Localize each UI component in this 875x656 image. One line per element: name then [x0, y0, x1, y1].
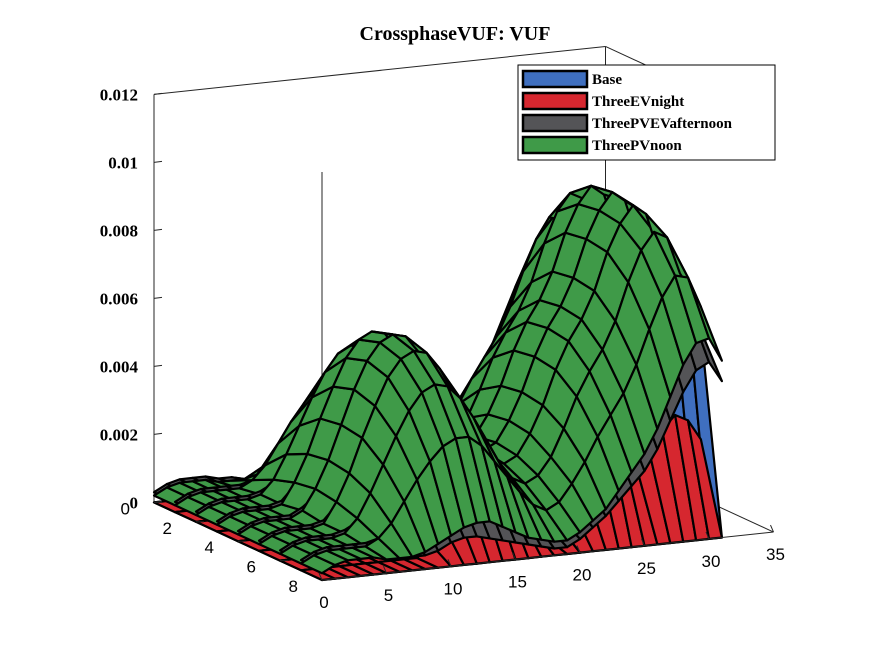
z-tick-mark	[153, 228, 163, 231]
x-tick-mark	[576, 545, 581, 553]
y-tick-label: 6	[247, 558, 256, 577]
x-tick-label: 10	[444, 579, 463, 598]
x-tick-label: 25	[637, 559, 656, 578]
x-tick-label: 35	[766, 545, 785, 564]
legend-label-threepvevafternoon: ThreePVEVafternoon	[592, 116, 733, 132]
surfaces	[152, 184, 724, 582]
x-tick-mark	[318, 572, 323, 581]
front-floor-edge	[321, 531, 774, 581]
z-tick-label: 0.002	[100, 425, 138, 444]
z-tick-mark	[153, 296, 163, 299]
x-tick-label: 30	[702, 552, 721, 571]
x-tick-mark	[512, 552, 516, 560]
surface-patch-threepvnoon	[686, 276, 724, 362]
x-tick-label: 15	[508, 572, 527, 591]
x-tick-mark	[447, 559, 452, 567]
z-tick-mark	[153, 160, 163, 163]
legend-entry-threepvevafternoon: ThreePVEVafternoon	[521, 113, 733, 133]
z-tick-mark	[153, 432, 163, 435]
legend-entry-threepvnoon: ThreePVnoon	[521, 135, 682, 155]
y-tick-label: 2	[163, 519, 172, 538]
legend-swatch-threepvevafternoon	[521, 113, 589, 133]
legend-swatch-threeevnight	[521, 91, 589, 111]
x-tick-mark	[383, 565, 387, 574]
x-tick-label: 20	[573, 566, 592, 585]
legend-label-threepvnoon: ThreePVnoon	[592, 138, 682, 154]
legend-entry-base: Base	[521, 69, 622, 89]
x-tick-mark	[641, 538, 645, 546]
chart-title: CrossphaseVUF: VUF	[360, 23, 551, 45]
x-tick-mark	[770, 524, 774, 533]
y-tick-label: 0	[121, 499, 130, 518]
z-tick-label: 0.004	[100, 357, 139, 376]
z-tick-label: 0.008	[100, 221, 138, 240]
back-top-edge	[153, 45, 606, 95]
z-tick-label: 0	[130, 493, 139, 512]
legend-entry-threeevnight: ThreeEVnight	[521, 91, 684, 111]
x-tick-label: 5	[384, 586, 393, 605]
legend-label-base: Base	[592, 72, 622, 88]
z-tick-label: 0.006	[100, 289, 138, 308]
x-tick-mark	[705, 531, 710, 540]
legend-swatch-threepvnoon	[521, 135, 589, 155]
z-tick-label: 0.012	[100, 85, 138, 104]
legend: Base ThreeEVnight ThreePVEVafternoon Thr…	[517, 64, 776, 161]
z-tick-label: 0.01	[108, 153, 138, 172]
y-tick-label: 8	[289, 577, 298, 596]
legend-swatch-base	[521, 69, 589, 89]
z-tick-mark	[153, 364, 163, 367]
z-tick-mark	[153, 92, 163, 95]
legend-label-threeevnight: ThreeEVnight	[592, 94, 684, 110]
axes-front	[153, 92, 774, 581]
y-tick-label: 4	[205, 538, 214, 557]
x-tick-label: 0	[319, 593, 328, 612]
